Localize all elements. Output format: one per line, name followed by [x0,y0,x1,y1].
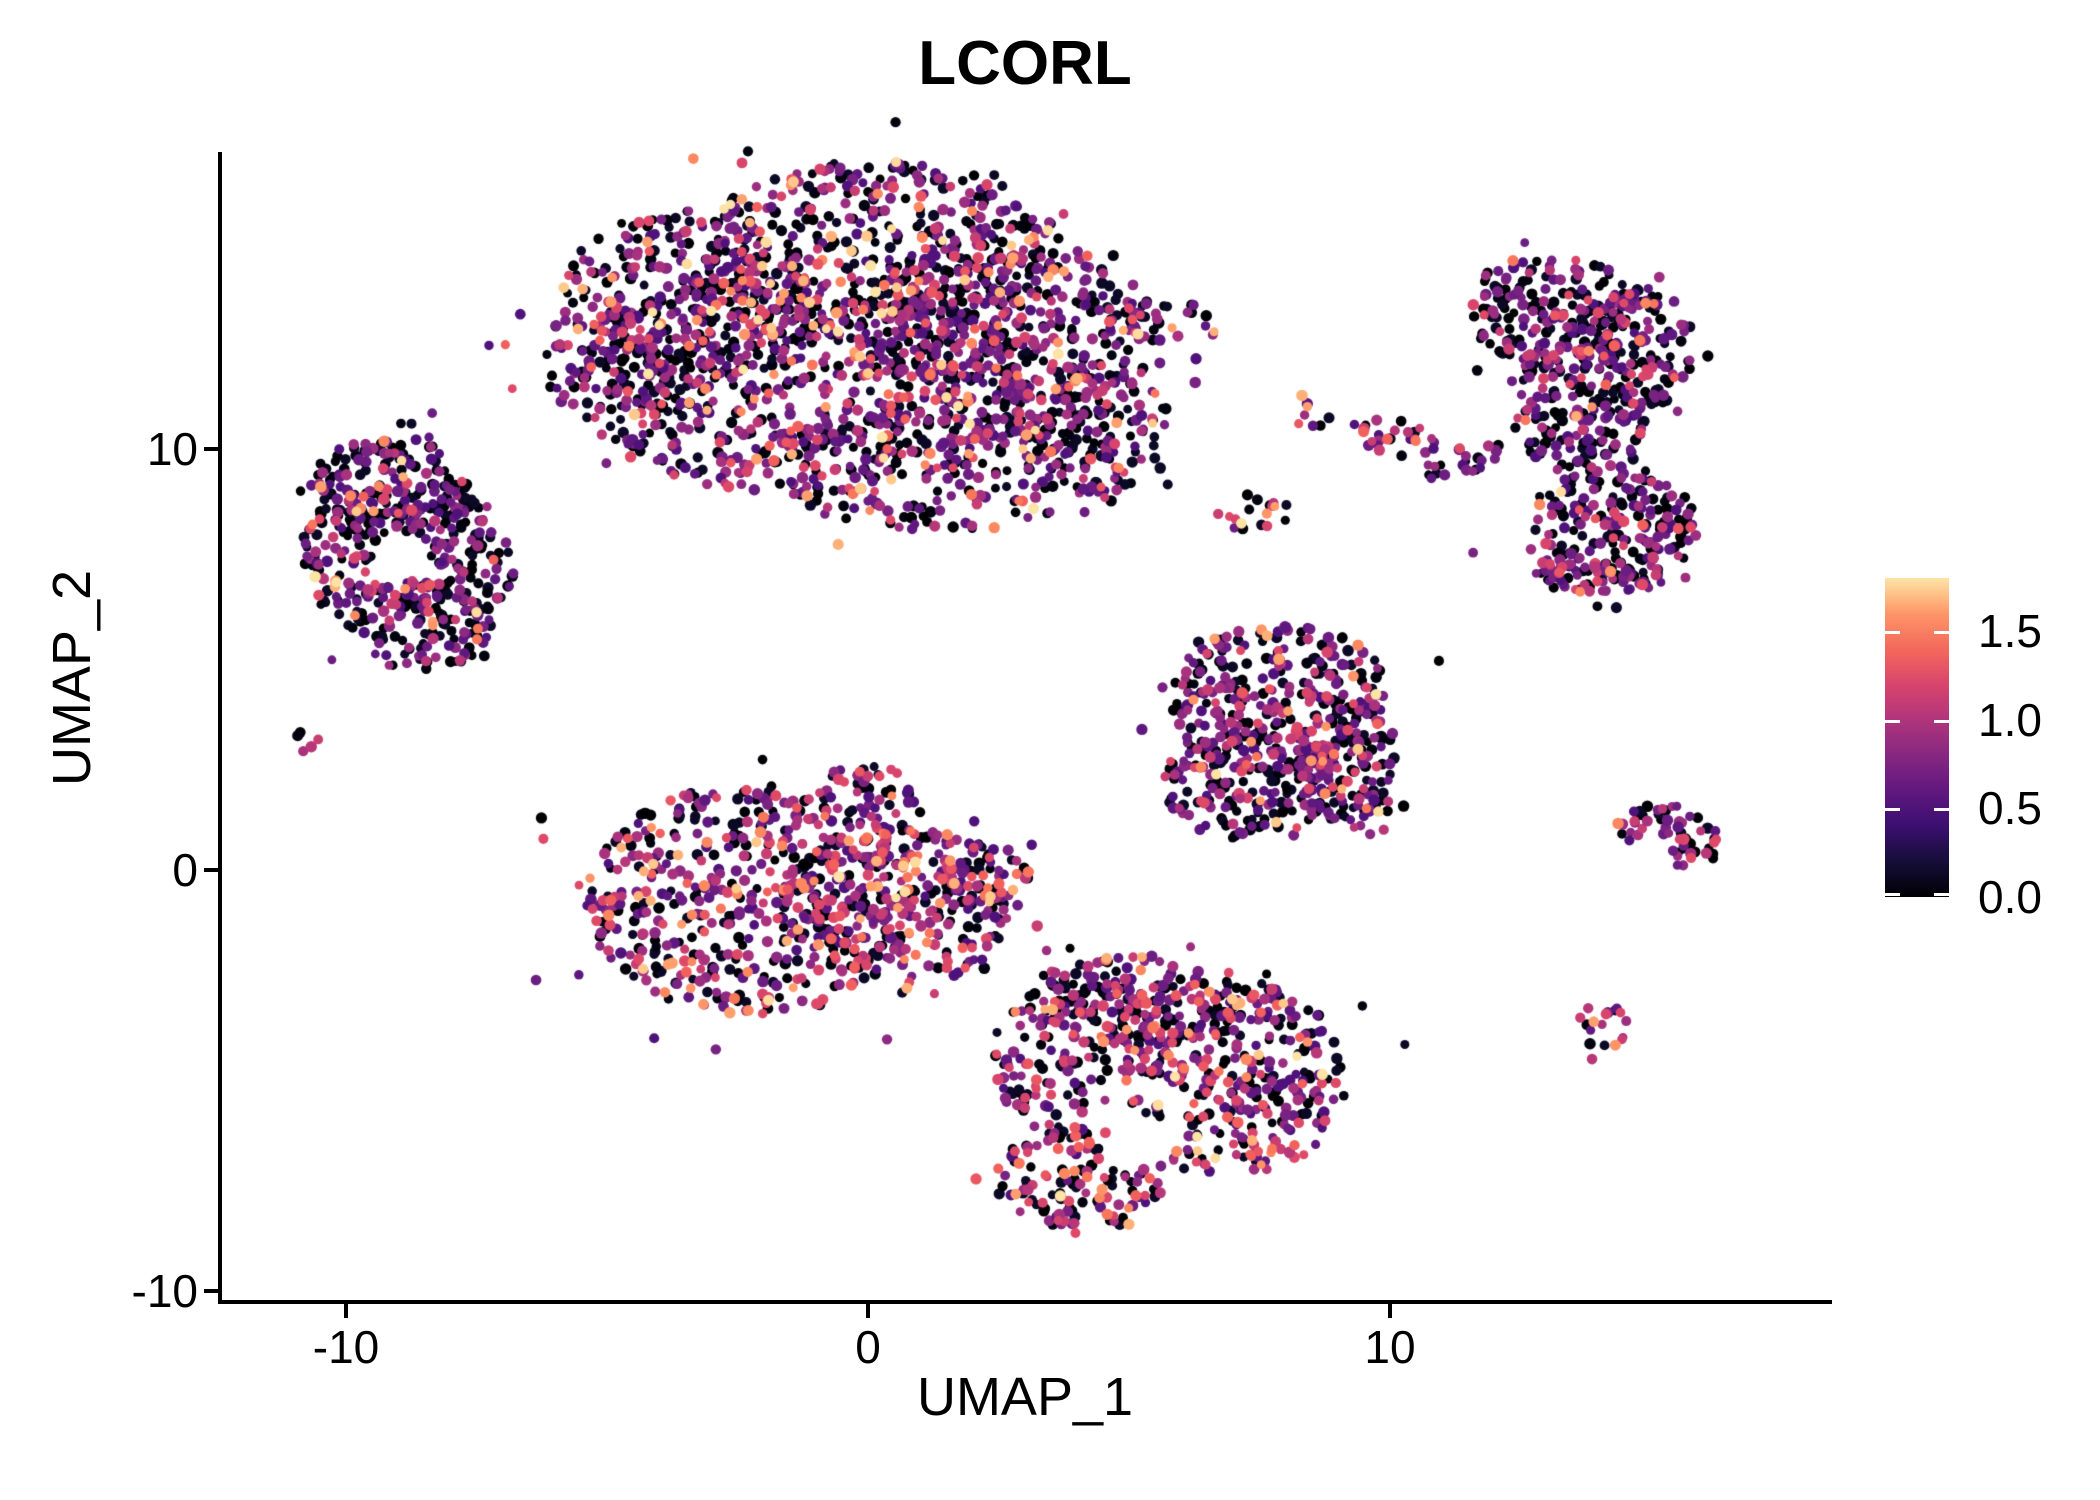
x-tick-label: 0 [855,1321,881,1373]
y-tick-label: -10 [131,1265,198,1317]
colorbar-tick-dash [1885,808,1900,812]
y-axis-line [218,152,222,1304]
plot-title: LCORL [918,29,1132,98]
x-tick-label: 10 [1364,1321,1416,1373]
x-axis-label: UMAP_1 [916,1367,1134,1427]
x-axis-line [218,1300,1832,1304]
colorbar-tick-label: 1.0 [1978,693,2042,746]
x-tick-mark [344,1304,348,1318]
y-tick-label: 0 [172,844,198,896]
colorbar-tick-dash [1885,719,1900,723]
y-tick-mark [204,868,218,872]
colorbar-tick-dash [1934,719,1949,723]
colorbar-tick-label: 1.5 [1978,605,2042,658]
colorbar-gradient [1885,578,1949,897]
colorbar-tick-label: 0.5 [1978,782,2042,835]
colorbar-tick-dash [1885,631,1900,635]
colorbar-tick-dash [1934,631,1949,635]
colorbar-tick-dash [1934,893,1949,896]
x-tick-mark [1388,1304,1392,1318]
y-tick-mark [204,1289,218,1293]
x-tick-label: -10 [312,1321,380,1373]
colorbar-tick-dash [1934,808,1949,812]
colorbar-tick-label: 0.0 [1978,871,2042,923]
y-tick-mark [204,447,218,451]
y-axis-label: UMAP_2 [42,569,102,787]
y-tick-label: 10 [146,423,198,475]
colorbar-tick-dash [1885,893,1900,896]
x-tick-mark [866,1304,870,1318]
